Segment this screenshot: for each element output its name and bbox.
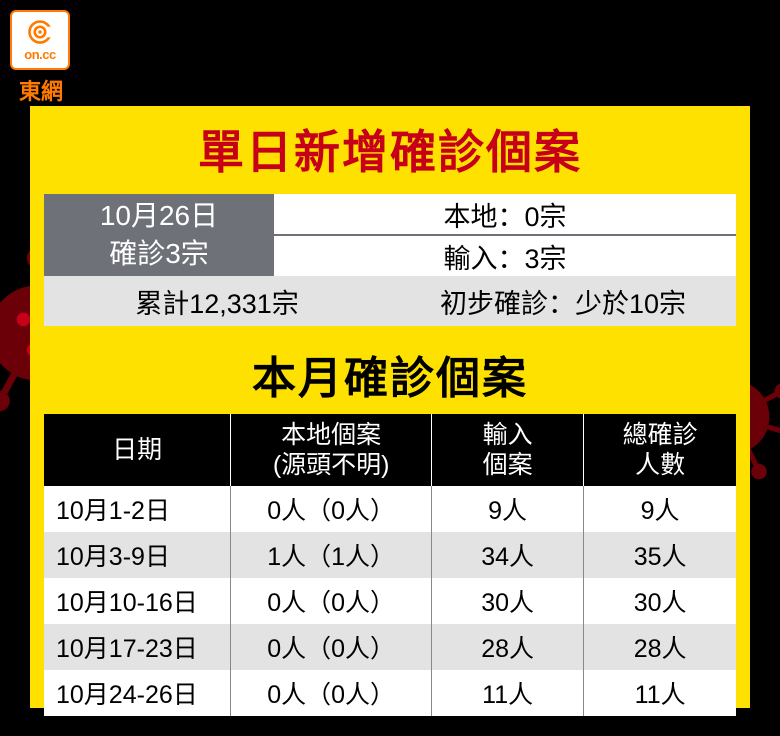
logo-square: on.cc bbox=[10, 10, 70, 70]
table-row: 10月17-23日0人（0人）28人28人 bbox=[44, 624, 736, 670]
col-date: 日期 bbox=[44, 414, 231, 486]
summary-preliminary: 初步確診：少於10宗 bbox=[390, 282, 736, 321]
summary-date: 10月26日 bbox=[100, 197, 218, 235]
table-cell: 10月1-2日 bbox=[44, 486, 231, 532]
table-cell: 11人 bbox=[432, 670, 584, 716]
table-cell: 0人（0人） bbox=[231, 486, 432, 532]
table-cell: 9人 bbox=[584, 486, 736, 532]
monthly-table: 日期 本地個案(源頭不明) 輸入個案 總確診人數 10月1-2日0人（0人）9人… bbox=[44, 414, 736, 716]
table-row: 10月24-26日0人（0人）11人11人 bbox=[44, 670, 736, 716]
table-cell: 0人（0人） bbox=[231, 670, 432, 716]
table-cell: 11人 bbox=[584, 670, 736, 716]
col-total: 總確診人數 bbox=[584, 414, 736, 486]
daily-title: 單日新增確診個案 bbox=[30, 106, 750, 194]
table-cell: 28人 bbox=[584, 624, 736, 670]
table-cell: 0人（0人） bbox=[231, 578, 432, 624]
table-row: 10月10-16日0人（0人）30人30人 bbox=[44, 578, 736, 624]
table-cell: 9人 bbox=[432, 486, 584, 532]
logo-c-icon bbox=[26, 18, 54, 46]
table-cell: 28人 bbox=[432, 624, 584, 670]
table-row: 10月3-9日1人（1人）34人35人 bbox=[44, 532, 736, 578]
table-cell: 30人 bbox=[432, 578, 584, 624]
table-cell: 10月24-26日 bbox=[44, 670, 231, 716]
table-row: 10月1-2日0人（0人）9人9人 bbox=[44, 486, 736, 532]
summary-confirmed: 確診3宗 bbox=[109, 235, 209, 273]
logo-on-text: on.cc bbox=[24, 47, 55, 62]
table-cell: 34人 bbox=[432, 532, 584, 578]
col-import: 輸入個案 bbox=[432, 414, 584, 486]
brand-name: 東網 bbox=[10, 74, 72, 106]
col-local: 本地個案(源頭不明) bbox=[231, 414, 432, 486]
table-cell: 10月10-16日 bbox=[44, 578, 231, 624]
summary-cumulative: 累計12,331宗 bbox=[44, 282, 390, 321]
table-cell: 35人 bbox=[584, 532, 736, 578]
table-cell: 10月3-9日 bbox=[44, 532, 231, 578]
table-cell: 10月17-23日 bbox=[44, 624, 231, 670]
brand-logo: on.cc 東網 bbox=[10, 10, 72, 106]
summary-local: 本地：0宗 bbox=[274, 194, 736, 236]
table-cell: 30人 bbox=[584, 578, 736, 624]
table-cell: 1人（1人） bbox=[231, 532, 432, 578]
summary-import: 輸入：3宗 bbox=[274, 236, 736, 276]
summary-date-box: 10月26日 確診3宗 bbox=[44, 194, 274, 276]
daily-summary: 10月26日 確診3宗 本地：0宗 輸入：3宗 累計12,331宗 初步確診：少… bbox=[44, 194, 736, 326]
table-cell: 0人（0人） bbox=[231, 624, 432, 670]
table-header-row: 日期 本地個案(源頭不明) 輸入個案 總確診人數 bbox=[44, 414, 736, 486]
monthly-title: 本月確診個案 bbox=[30, 332, 750, 414]
main-panel: 單日新增確診個案 10月26日 確診3宗 本地：0宗 輸入：3宗 累計12,33… bbox=[30, 106, 750, 708]
